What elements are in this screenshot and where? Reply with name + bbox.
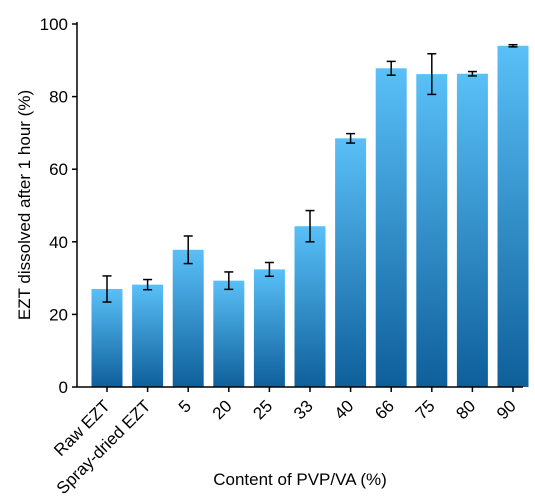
y-tick-label-0: 0 [59, 378, 68, 397]
x-tick-label-8: 75 [412, 396, 439, 423]
y-tick-label-3: 60 [49, 160, 68, 179]
x-tick-label-6: 40 [331, 396, 358, 423]
x-tick-label-10: 90 [493, 396, 520, 423]
error-bar-0 [102, 275, 112, 303]
bar-10 [497, 45, 529, 387]
bars-group [91, 45, 529, 388]
x-tick-label-3: 20 [209, 396, 236, 423]
error-bar-6 [346, 132, 356, 144]
error-bar-2 [183, 235, 193, 265]
y-tick-label-4: 80 [49, 88, 68, 107]
x-tick-label-9: 80 [452, 396, 479, 423]
x-tick-label-4: 25 [249, 396, 276, 423]
error-bar-3 [224, 271, 234, 291]
error-bar-7 [386, 60, 396, 76]
bar-2 [172, 249, 204, 387]
bar-3 [213, 280, 245, 387]
y-ticks-group: 0 20 40 60 80 100 [40, 15, 77, 397]
bar-6 [335, 138, 367, 387]
y-tick-label-1: 20 [49, 305, 68, 324]
error-bar-5 [305, 209, 315, 243]
error-bar-4 [264, 261, 274, 278]
bar-8 [416, 74, 448, 388]
x-tick-label-5: 33 [290, 396, 317, 423]
bar-7 [375, 68, 407, 387]
error-bars-group [102, 43, 518, 303]
error-bar-9 [467, 70, 477, 77]
error-bar-1 [143, 278, 153, 291]
error-bar-8 [427, 53, 437, 96]
y-tick-label-2: 40 [49, 233, 68, 252]
x-axis-title: Content of PVP/VA (%) [213, 470, 387, 489]
bar-1 [132, 284, 164, 387]
bar-9 [456, 73, 488, 387]
x-tick-label-7: 66 [371, 396, 398, 423]
y-axis-title: EZT dissolved after 1 hour (%) [15, 90, 34, 320]
bar-0 [91, 288, 123, 387]
bar-4 [253, 269, 285, 387]
axes-group [76, 22, 523, 388]
x-tick-label-2: 5 [175, 396, 195, 416]
y-tick-label-5: 100 [40, 15, 68, 34]
bar-5 [294, 226, 326, 387]
error-bar-10 [508, 43, 518, 48]
